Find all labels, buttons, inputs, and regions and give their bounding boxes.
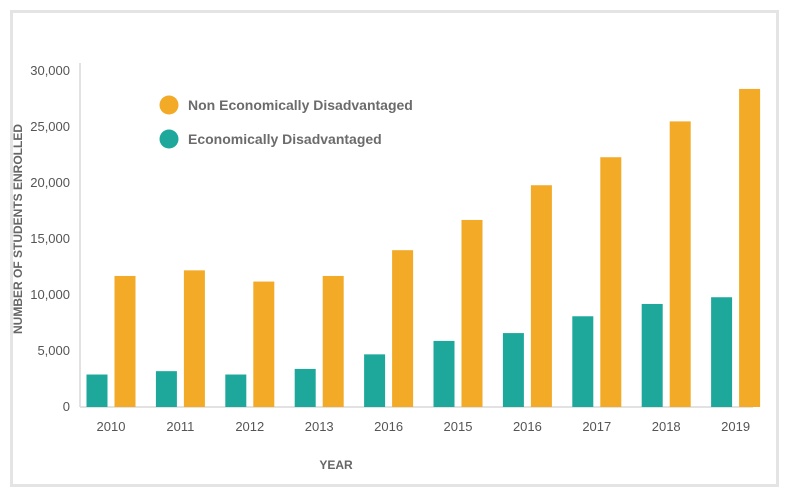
- bar-non-economically-disadvantaged: [739, 88, 761, 408]
- bar-non-economically-disadvantaged: [392, 250, 414, 407]
- bar-non-economically-disadvantaged: [183, 270, 205, 407]
- bar-economically-disadvantaged: [225, 374, 247, 407]
- x-tick-label: 2011: [166, 419, 194, 434]
- bar-economically-disadvantaged: [641, 303, 663, 407]
- y-tick-label: 0: [63, 399, 70, 414]
- bar-economically-disadvantaged: [155, 371, 177, 407]
- bar-non-economically-disadvantaged: [114, 275, 136, 407]
- bar-economically-disadvantaged: [86, 374, 108, 407]
- bar-non-economically-disadvantaged: [600, 157, 622, 407]
- x-tick-label: 2016: [513, 419, 542, 434]
- bar-economically-disadvantaged: [433, 340, 455, 407]
- bar-non-economically-disadvantaged: [322, 275, 344, 407]
- x-tick-label: 2015: [444, 419, 473, 434]
- x-tick-label: 2012: [235, 419, 264, 434]
- y-tick-label: 15,000: [30, 231, 70, 246]
- bar-economically-disadvantaged: [364, 354, 386, 407]
- bar-economically-disadvantaged: [294, 368, 316, 407]
- y-tick-label: 30,000: [30, 63, 70, 78]
- x-axis-title: YEAR: [319, 458, 353, 472]
- bar-economically-disadvantaged: [502, 333, 524, 407]
- x-tick-label: 2018: [652, 419, 681, 434]
- legend-swatch: [159, 95, 179, 115]
- legend-label: Economically Disadvantaged: [188, 131, 382, 147]
- bar-non-economically-disadvantaged: [253, 281, 275, 407]
- legend-label: Non Economically Disadvantaged: [188, 97, 413, 113]
- x-tick-label: 2010: [97, 419, 126, 434]
- y-tick-label: 20,000: [30, 175, 70, 190]
- y-tick-label: 25,000: [30, 119, 70, 134]
- y-tick-label: 5,000: [37, 343, 70, 358]
- legend-swatch: [159, 129, 179, 149]
- legend: Non Economically Disadvantaged Economical…: [159, 95, 413, 149]
- bar-non-economically-disadvantaged: [530, 185, 552, 407]
- y-tick-label: 10,000: [30, 287, 70, 302]
- x-tick-labels: 2010 2011 2012 2013 2016 2015 2016 2017 2018 2019: [97, 419, 751, 434]
- x-tick-label: 2019: [721, 419, 750, 434]
- x-tick-label: 2013: [305, 419, 334, 434]
- bar-non-economically-disadvantaged: [669, 121, 691, 408]
- x-tick-label: 2016: [374, 419, 403, 434]
- bar-non-economically-disadvantaged: [461, 219, 483, 407]
- y-axis-title: NUMBER OF STUDENTS ENROLLED: [11, 124, 25, 334]
- bar-economically-disadvantaged: [572, 316, 594, 407]
- x-tick-label: 2017: [582, 419, 611, 434]
- bar-economically-disadvantaged: [711, 297, 733, 407]
- bars: [86, 88, 761, 408]
- y-tick-labels: 0 5,000 10,000 15,000 20,000 25,000 30,000: [30, 63, 70, 414]
